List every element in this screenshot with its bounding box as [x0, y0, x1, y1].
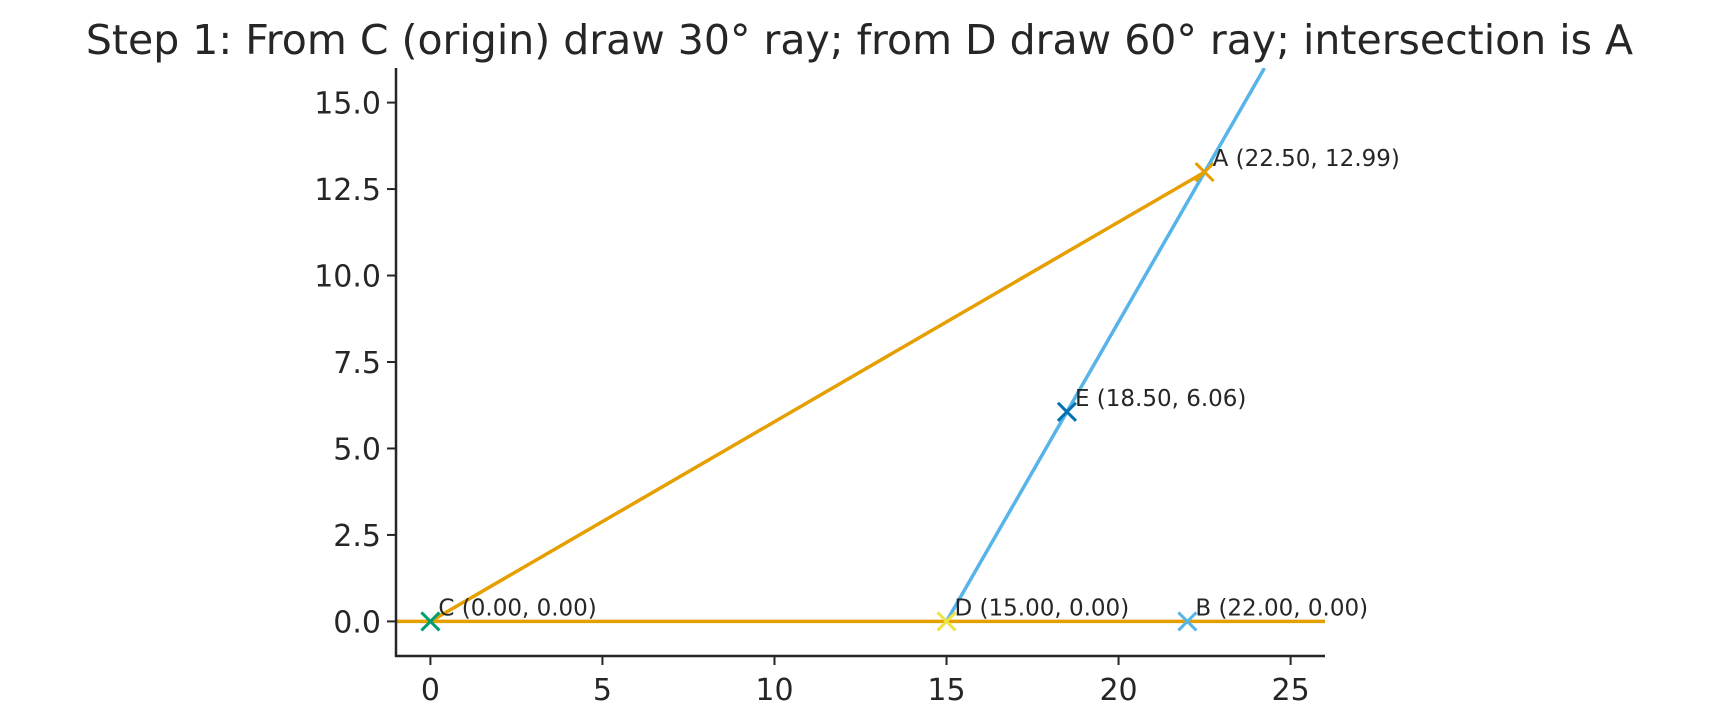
marker-stroke	[936, 611, 957, 632]
lines-layer	[396, 68, 1325, 624]
y-tick-label: 10.0	[314, 260, 381, 295]
x-tick-label: 15	[927, 673, 965, 708]
point-label-e: E (18.50, 6.06)	[1075, 386, 1246, 412]
x-tick-label: 25	[1271, 673, 1309, 708]
y-tick-label: 2.5	[333, 519, 381, 554]
y-tick-label: 15.0	[314, 87, 381, 122]
chart-title: Step 1: From C (origin) draw 30° ray; fr…	[85, 16, 1634, 64]
line-ray-60-from-d	[945, 68, 1266, 623]
point-label-c: C (0.00, 0.00)	[438, 595, 596, 621]
point-labels-layer: C (0.00, 0.00) D (15.00, 0.00) B (22.00, 0…	[438, 146, 1399, 621]
x-tick-label: 10	[755, 673, 793, 708]
point-marker-b	[1177, 611, 1198, 632]
y-tick-label: 0.0	[333, 605, 381, 640]
marker-stroke	[420, 611, 441, 632]
marker-stroke	[1177, 611, 1198, 632]
point-marker-d	[936, 611, 957, 632]
markers-layer	[420, 162, 1215, 632]
x-tick-label: 0	[421, 673, 440, 708]
y-tick-label: 7.5	[333, 346, 381, 381]
line-ray-30-from-c	[429, 170, 1206, 623]
point-label-b: B (22.00, 0.00)	[1195, 595, 1368, 621]
point-marker-c	[420, 611, 441, 632]
x-tick-label: 20	[1099, 673, 1137, 708]
y-tick-label: 12.5	[314, 173, 381, 208]
point-marker-e	[1056, 401, 1078, 422]
marker-stroke	[1194, 162, 1215, 183]
point-marker-a	[1194, 162, 1215, 183]
point-label-a: A (22.50, 12.99)	[1213, 146, 1400, 172]
point-label-d: D (15.00, 0.00)	[955, 595, 1130, 621]
y-tick-label: 5.0	[333, 432, 381, 467]
axes-layer: 0 5 10 15 20 25 0.0 2.5 5.0 7.5 10.0 12.5 15.0	[314, 68, 1325, 708]
marker-stroke	[1056, 401, 1078, 422]
x-tick-label: 5	[593, 673, 612, 708]
